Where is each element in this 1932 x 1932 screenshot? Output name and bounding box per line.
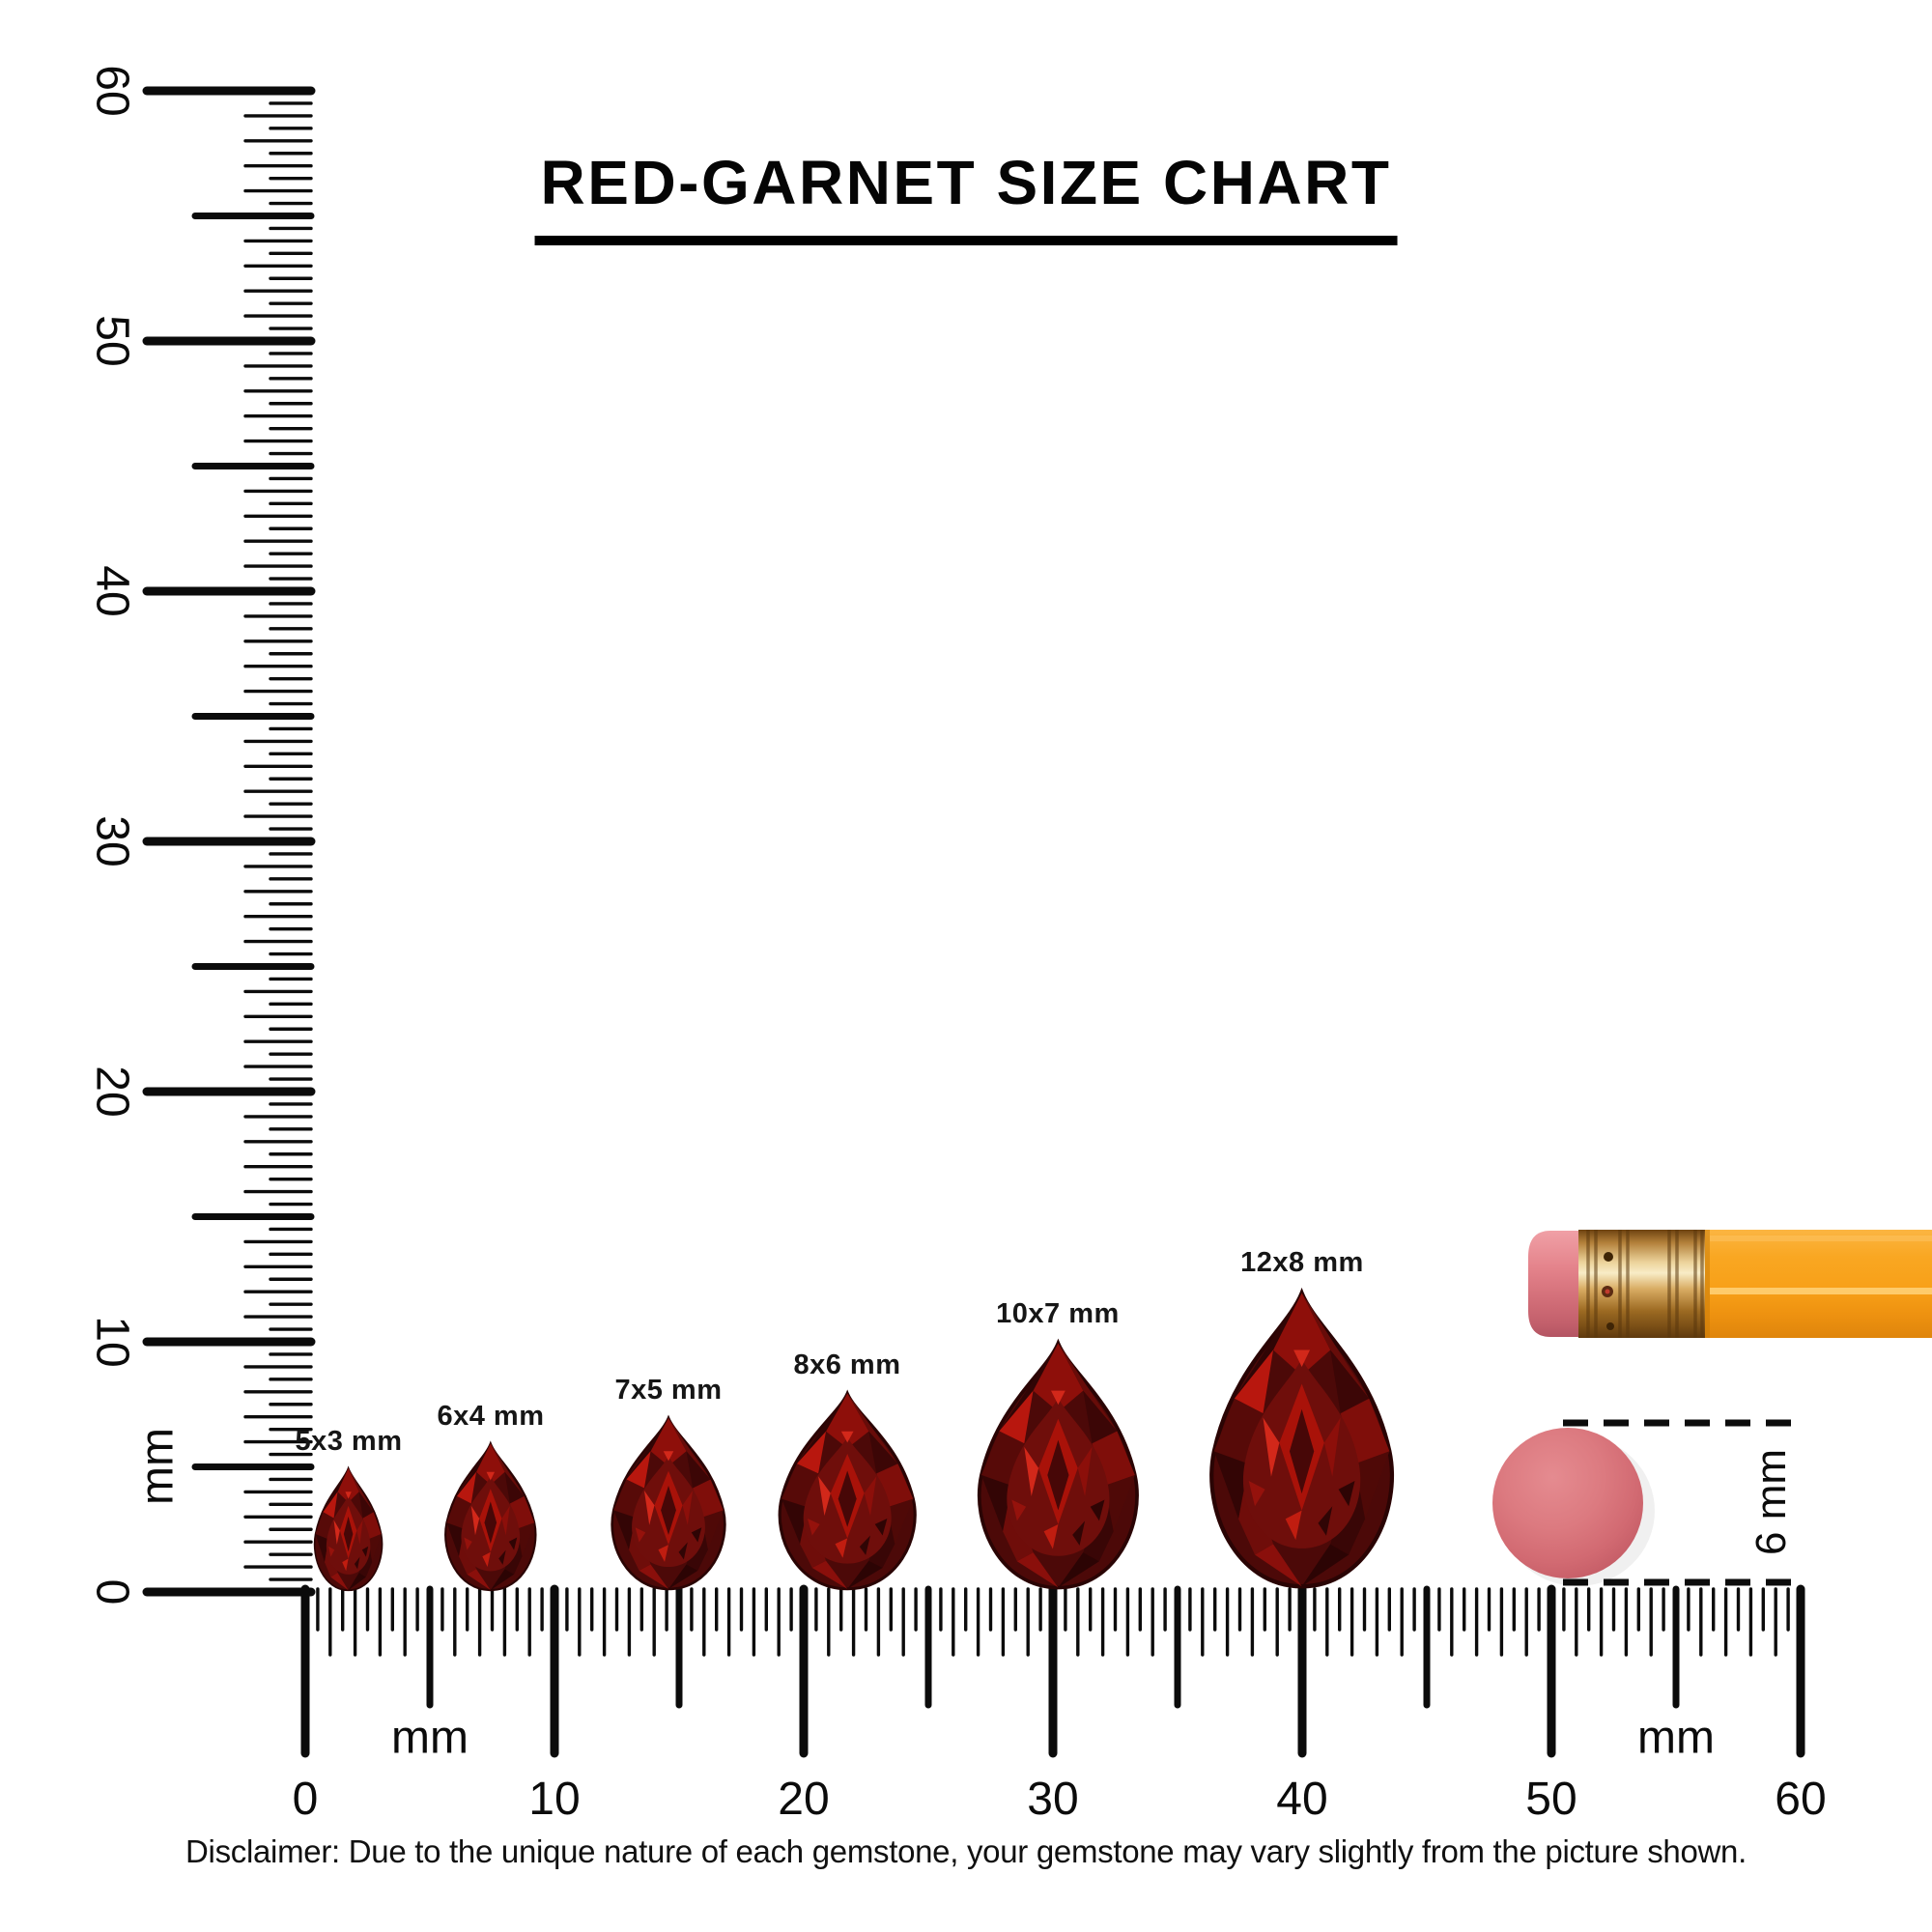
svg-text:0: 0 xyxy=(293,1774,319,1825)
svg-text:60: 60 xyxy=(87,65,138,116)
svg-text:50: 50 xyxy=(87,315,138,366)
garnet-gem-5x3 xyxy=(314,1465,384,1592)
gem-size-label: 5x3 mm xyxy=(295,1426,403,1457)
svg-text:20: 20 xyxy=(87,1065,138,1117)
diameter-label: 6 mm xyxy=(1747,1449,1795,1555)
svg-text:30: 30 xyxy=(1027,1774,1078,1825)
vertical-ruler: 0 10 20 30 40 50 60 xyxy=(87,65,316,1605)
pencil-eraser xyxy=(1528,1231,1581,1337)
garnet-gem-10x7 xyxy=(977,1338,1139,1590)
svg-text:30: 30 xyxy=(87,815,138,867)
gem-size-label: 10x7 mm xyxy=(996,1298,1120,1329)
svg-text:40: 40 xyxy=(87,565,138,616)
pencil-ferrule xyxy=(1578,1230,1705,1338)
gem-size-label: 6x4 mm xyxy=(437,1400,545,1432)
pencil-body xyxy=(1705,1230,1932,1338)
pencil xyxy=(1528,1230,1932,1338)
gem-size-label: 12x8 mm xyxy=(1240,1247,1364,1279)
disclaimer-text: Disclaimer: Due to the unique nature of … xyxy=(185,1833,1747,1869)
horizontal-ruler-unit-label-right: mm xyxy=(1637,1712,1715,1764)
svg-text:20: 20 xyxy=(778,1774,829,1825)
horizontal-ruler: 0 10 20 30 40 50 60 xyxy=(293,1584,1827,1825)
page-title: RED-GARNET SIZE CHART xyxy=(534,147,1398,245)
svg-text:0: 0 xyxy=(87,1579,138,1605)
svg-text:40: 40 xyxy=(1276,1774,1327,1825)
svg-text:10: 10 xyxy=(528,1774,580,1825)
svg-text:10: 10 xyxy=(87,1316,138,1367)
garnet-gem-6x4 xyxy=(444,1440,537,1591)
garnet-gem-8x6 xyxy=(778,1389,917,1591)
svg-text:50: 50 xyxy=(1525,1774,1577,1825)
horizontal-ruler-unit-label-left: mm xyxy=(391,1712,469,1764)
gem-size-label: 7x5 mm xyxy=(614,1375,723,1406)
eraser-top-view xyxy=(1492,1428,1655,1586)
garnet-gem-12x8 xyxy=(1209,1288,1395,1589)
svg-text:60: 60 xyxy=(1775,1774,1826,1825)
garnet-gem-7x5 xyxy=(611,1414,726,1591)
gem-size-label: 8x6 mm xyxy=(793,1349,901,1380)
